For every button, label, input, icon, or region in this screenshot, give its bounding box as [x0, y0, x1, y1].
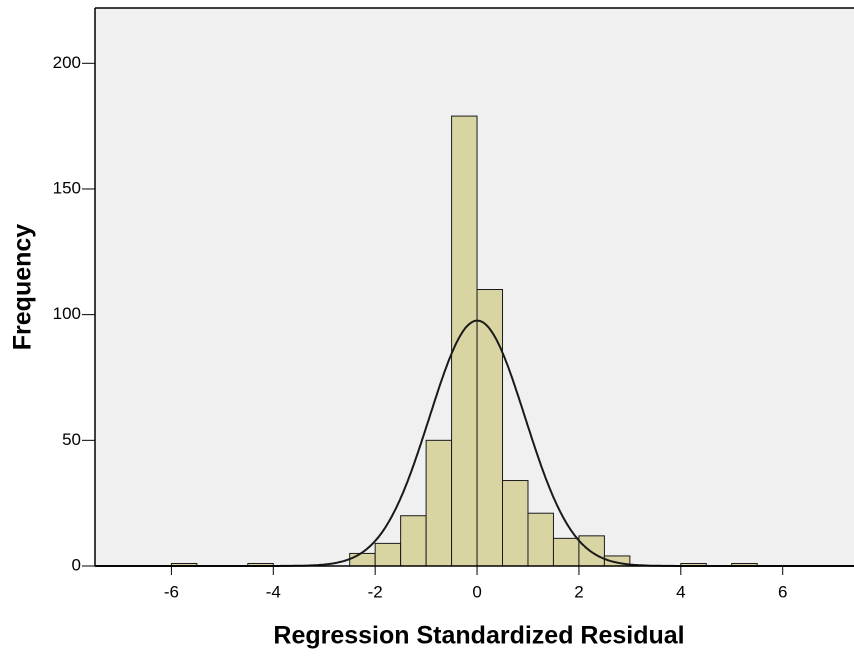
- y-tick-label: 50: [62, 430, 81, 449]
- y-tick-label: 150: [53, 178, 81, 197]
- bar: [374, 542, 402, 567]
- x-tick-label: 0: [472, 582, 481, 601]
- bar: [552, 537, 580, 567]
- y-tick-label: 100: [53, 304, 81, 323]
- y-tick-label: 200: [53, 53, 81, 72]
- x-tick-label: -4: [266, 582, 281, 601]
- x-tick-label: 6: [778, 582, 787, 601]
- y-axis-title: Frequency: [9, 224, 37, 351]
- x-tick-label: 4: [676, 582, 685, 601]
- x-tick-label: -6: [164, 582, 179, 601]
- bar: [400, 515, 427, 567]
- bar: [349, 552, 376, 567]
- bar: [476, 289, 504, 567]
- y-tick-label: 0: [72, 555, 81, 574]
- x-tick-label: 2: [574, 582, 583, 601]
- x-tick-label: -2: [368, 582, 383, 601]
- bar: [425, 439, 453, 567]
- bar: [502, 480, 529, 567]
- bar: [451, 115, 478, 567]
- bar: [527, 512, 554, 567]
- x-axis-title: Regression Standardized Residual: [273, 622, 684, 650]
